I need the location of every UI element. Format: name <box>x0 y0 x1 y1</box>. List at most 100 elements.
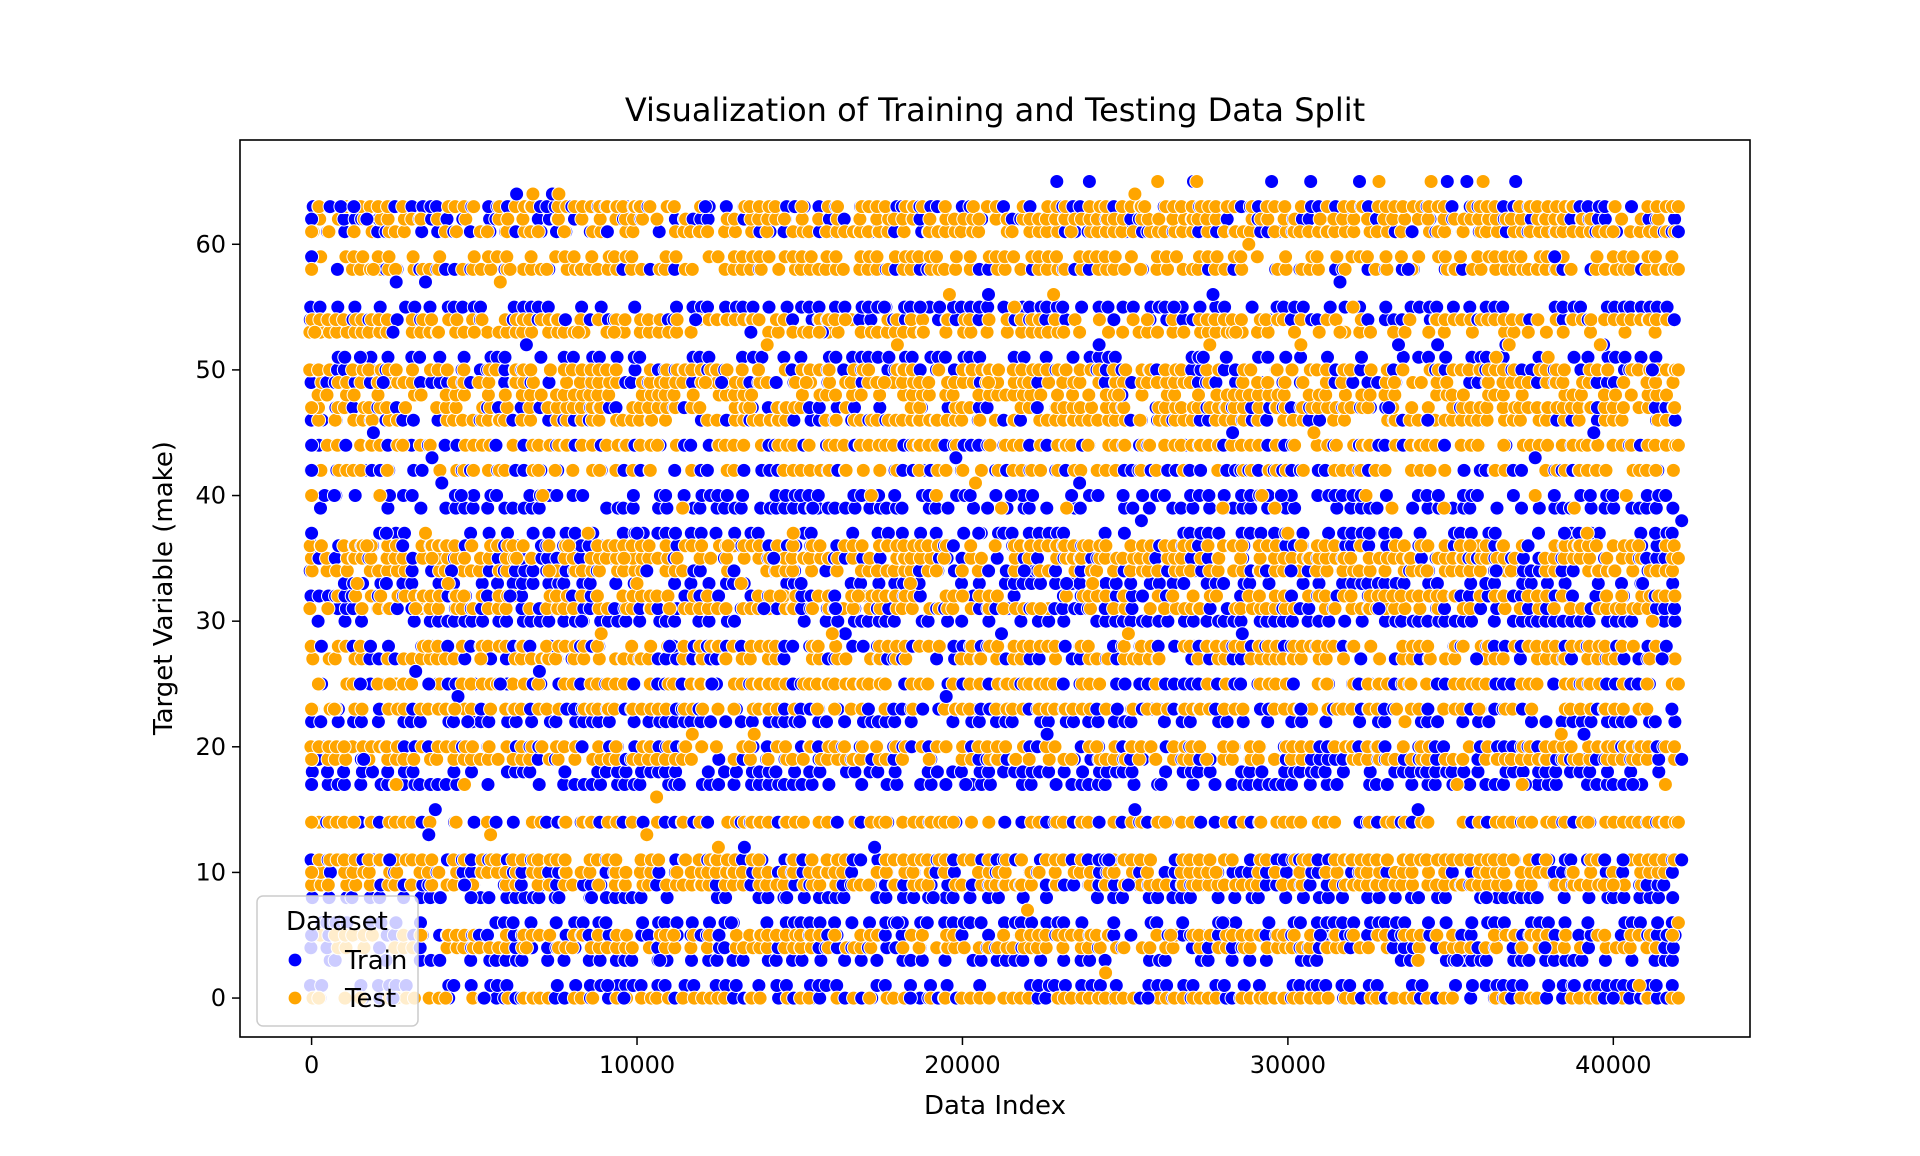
train-point <box>513 877 529 893</box>
train-point <box>668 525 683 541</box>
test-point <box>719 362 735 378</box>
train-point <box>1066 714 1081 730</box>
test-point <box>845 601 861 617</box>
train-point <box>871 576 887 591</box>
train-point <box>1097 952 1113 968</box>
train-point <box>446 764 462 780</box>
train-point <box>480 777 496 792</box>
test-point <box>692 400 708 416</box>
test-point <box>1251 588 1267 604</box>
train-point <box>854 777 870 792</box>
train-point <box>659 890 675 906</box>
train-point <box>844 864 860 880</box>
train-point <box>1216 488 1232 503</box>
train-point <box>700 764 716 780</box>
train-point <box>1065 349 1081 365</box>
test-point <box>558 864 574 880</box>
train-point <box>525 525 541 541</box>
train-point <box>980 500 996 516</box>
train-point <box>1092 978 1108 993</box>
train-point <box>1022 199 1038 215</box>
train-point <box>1123 576 1139 591</box>
train-point <box>750 525 766 541</box>
test-point <box>1234 538 1250 554</box>
train-point <box>914 952 930 968</box>
train-point <box>887 714 903 730</box>
train-point <box>414 224 430 240</box>
train-point <box>684 915 700 931</box>
test-point <box>531 462 546 478</box>
test-point <box>1081 387 1097 403</box>
train-point <box>591 349 607 365</box>
test-point <box>1142 437 1158 453</box>
train-point <box>353 777 369 792</box>
train-point <box>567 525 583 541</box>
train-point <box>972 978 988 993</box>
test-point <box>1151 211 1167 227</box>
train-point <box>1023 777 1039 792</box>
train-point <box>778 978 794 993</box>
test-point <box>591 563 607 579</box>
test-point <box>490 751 506 767</box>
test-point <box>718 601 734 617</box>
test-point <box>1098 538 1114 554</box>
train-point <box>718 714 734 730</box>
test-point <box>624 249 640 265</box>
train-point <box>862 915 877 931</box>
train-point <box>1150 638 1166 654</box>
train-point <box>380 500 396 516</box>
test-point <box>828 638 844 654</box>
train-point <box>446 714 461 730</box>
test-point <box>1091 312 1107 328</box>
train-point <box>761 299 777 315</box>
test-point <box>464 538 480 554</box>
train-point <box>598 915 614 931</box>
test-point <box>827 927 843 943</box>
test-point <box>1233 249 1249 265</box>
test-point <box>1209 249 1225 265</box>
test-point <box>1211 550 1227 566</box>
train-point <box>389 601 405 617</box>
train-point <box>845 525 861 541</box>
train-point <box>1013 613 1029 629</box>
train-point <box>633 978 649 993</box>
train-point <box>549 978 565 993</box>
test-point <box>898 651 914 667</box>
train-point <box>829 814 845 830</box>
test-point <box>533 387 549 403</box>
train-point <box>541 375 557 390</box>
test-point <box>439 362 455 378</box>
train-point <box>728 764 744 780</box>
test-point <box>938 739 954 755</box>
test-point <box>373 588 389 604</box>
train-point <box>490 576 505 591</box>
test-point <box>319 387 335 403</box>
test-point <box>523 362 539 378</box>
train-point <box>412 714 428 730</box>
train-point <box>1056 952 1072 968</box>
test-point <box>406 751 422 767</box>
train-point <box>1124 601 1140 617</box>
test-point <box>304 563 320 579</box>
test-point <box>1225 739 1241 755</box>
test-point <box>1143 739 1159 755</box>
test-point <box>1080 437 1096 453</box>
test-point <box>810 638 826 654</box>
train-point <box>683 437 699 453</box>
train-point <box>480 927 495 943</box>
test-point <box>778 739 793 755</box>
test-point <box>771 261 787 277</box>
test-point <box>835 261 851 277</box>
test-point <box>710 701 726 717</box>
test-point <box>448 400 464 416</box>
train-point <box>1057 978 1073 993</box>
test-point <box>658 412 673 428</box>
train-point <box>940 613 956 629</box>
train-point <box>1207 777 1223 792</box>
train-point <box>699 462 715 478</box>
train-point <box>1033 576 1048 591</box>
test-point <box>456 588 472 604</box>
test-point <box>878 864 894 880</box>
test-point <box>669 550 685 566</box>
test-point <box>905 864 921 880</box>
